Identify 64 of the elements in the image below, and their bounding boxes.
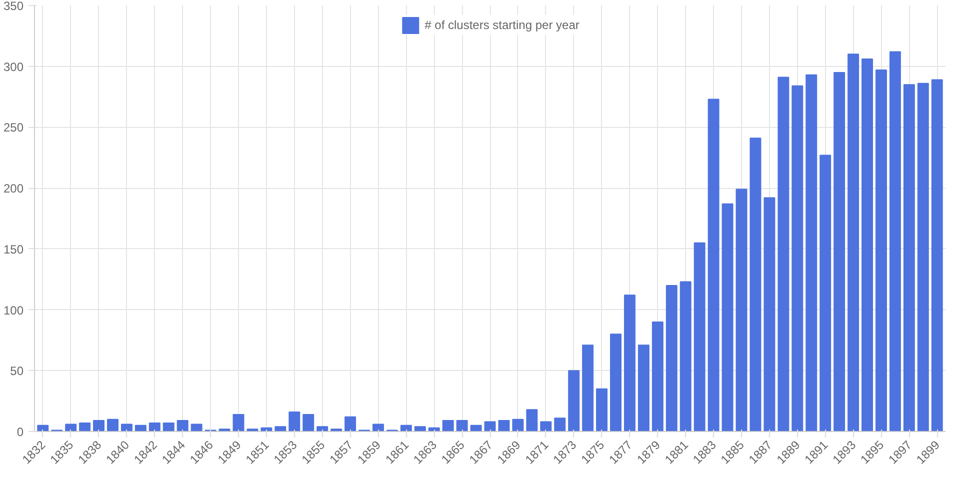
bar (792, 85, 804, 432)
bar (512, 418, 524, 432)
bar (65, 424, 77, 432)
y-tick-label: 100 (3, 303, 24, 318)
y-tick-label: 50 (10, 364, 24, 378)
bar (344, 416, 356, 432)
bar (722, 203, 734, 432)
bar (778, 76, 790, 432)
bar (834, 72, 846, 432)
bar (288, 412, 300, 432)
bar (107, 418, 118, 432)
bar (148, 422, 160, 432)
bar (162, 422, 174, 432)
bar (624, 294, 636, 432)
bar (652, 321, 664, 432)
bar (848, 54, 860, 432)
y-tick-label: 250 (3, 120, 24, 135)
y-tick-label: 150 (3, 242, 24, 256)
bar (120, 424, 132, 432)
bar (470, 424, 482, 432)
bar (414, 426, 426, 432)
bar (806, 74, 818, 432)
bar (764, 197, 776, 432)
bar (134, 424, 146, 432)
bar (903, 84, 915, 432)
bar (708, 98, 720, 432)
bar (176, 420, 188, 432)
bar (400, 424, 412, 432)
bar (750, 138, 762, 432)
y-tick-label: 0 (16, 425, 24, 439)
bar (456, 420, 468, 432)
bar (568, 370, 580, 432)
y-tick-label: 200 (3, 182, 24, 196)
bar (862, 58, 873, 432)
bar (666, 284, 678, 432)
bar (79, 422, 91, 432)
bar (498, 420, 510, 432)
bar (37, 424, 49, 432)
bar (694, 242, 706, 432)
bar (931, 79, 943, 432)
bar (610, 334, 622, 432)
bar (875, 70, 887, 432)
bar (638, 344, 650, 432)
legend-label: # of clusters starting per year (424, 18, 580, 32)
bar (526, 409, 538, 432)
bar (917, 82, 929, 432)
bar (680, 281, 692, 432)
y-tick-label: 300 (3, 60, 24, 74)
bar (820, 154, 832, 432)
bar (372, 424, 384, 432)
bar (274, 426, 286, 432)
bar (736, 188, 748, 432)
bar (540, 421, 552, 432)
bar (190, 424, 202, 432)
bar (316, 426, 328, 432)
bar (442, 420, 454, 432)
bar (93, 420, 105, 432)
bar (596, 388, 608, 432)
bar (889, 51, 901, 432)
bar (302, 414, 314, 432)
bar (232, 414, 244, 432)
bar (554, 418, 566, 432)
bar (582, 344, 594, 432)
y-tick-label: 350 (3, 0, 24, 13)
